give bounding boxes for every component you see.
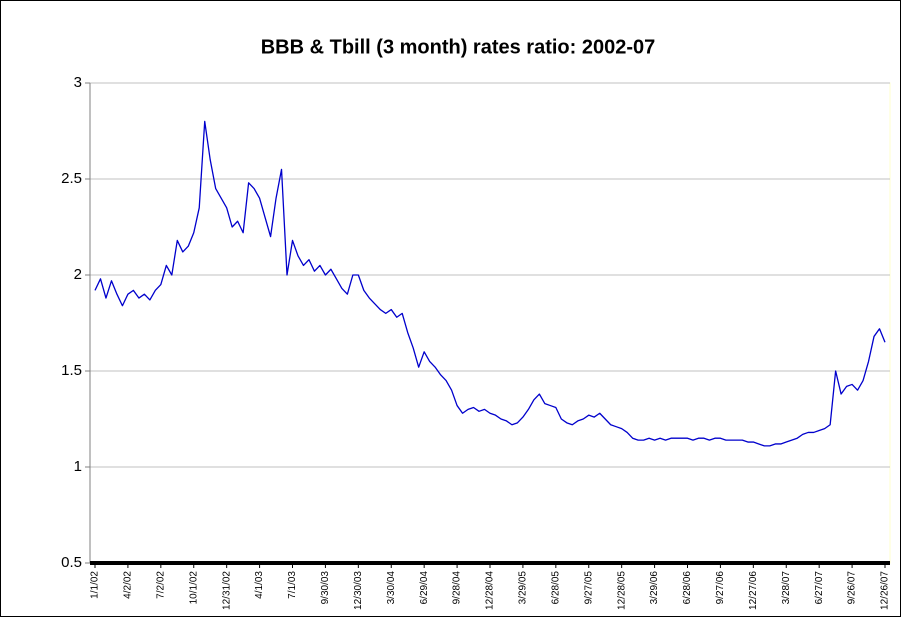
y-tick-label: 1.5 — [61, 362, 82, 379]
x-tick-label: 7/1/03 — [287, 571, 298, 599]
y-tick-label: 3 — [74, 74, 82, 91]
x-tick-label: 10/1/02 — [188, 571, 199, 605]
y-tick-label: 2 — [74, 266, 82, 283]
x-tick-label: 9/27/06 — [715, 571, 726, 605]
x-tick-label: 6/27/07 — [814, 571, 825, 605]
x-tick-label: 9/27/05 — [583, 571, 594, 605]
chart-title: BBB & Tbill (3 month) rates ratio: 2002-… — [261, 36, 656, 58]
y-tick-label: 0.5 — [61, 554, 82, 571]
data-line — [94, 120, 886, 447]
x-tick-label: 12/28/04 — [485, 571, 496, 610]
x-tick-label: 6/28/06 — [682, 571, 693, 605]
y-tick-label: 2.5 — [61, 170, 82, 187]
x-tick-label: 7/2/02 — [155, 571, 166, 599]
x-tick-label: 12/31/02 — [221, 571, 232, 610]
x-tick-label: 9/30/03 — [320, 571, 331, 605]
x-tick-label: 6/28/05 — [550, 571, 561, 605]
x-tick-label: 9/26/07 — [847, 571, 858, 605]
x-tick-label: 1/1/02 — [90, 571, 101, 599]
x-tick-label: 4/1/03 — [254, 571, 265, 599]
x-tick-label: 12/26/07 — [880, 571, 891, 610]
x-tick-label: 9/28/04 — [452, 571, 463, 605]
x-tick-label: 12/30/03 — [353, 571, 364, 610]
x-tick-label: 12/28/05 — [616, 571, 627, 610]
y-tick-label: 1 — [74, 458, 82, 475]
x-tick-label: 4/2/02 — [123, 571, 134, 599]
x-tick-label: 6/29/04 — [419, 571, 430, 605]
x-tick-label: 3/29/05 — [518, 571, 529, 605]
x-tick-label: 3/28/07 — [781, 571, 792, 605]
x-tick-label: 12/27/06 — [748, 571, 759, 610]
x-tick-label: 3/29/06 — [649, 571, 660, 605]
plot-area — [89, 82, 891, 564]
x-tick-label: 3/30/04 — [386, 571, 397, 605]
